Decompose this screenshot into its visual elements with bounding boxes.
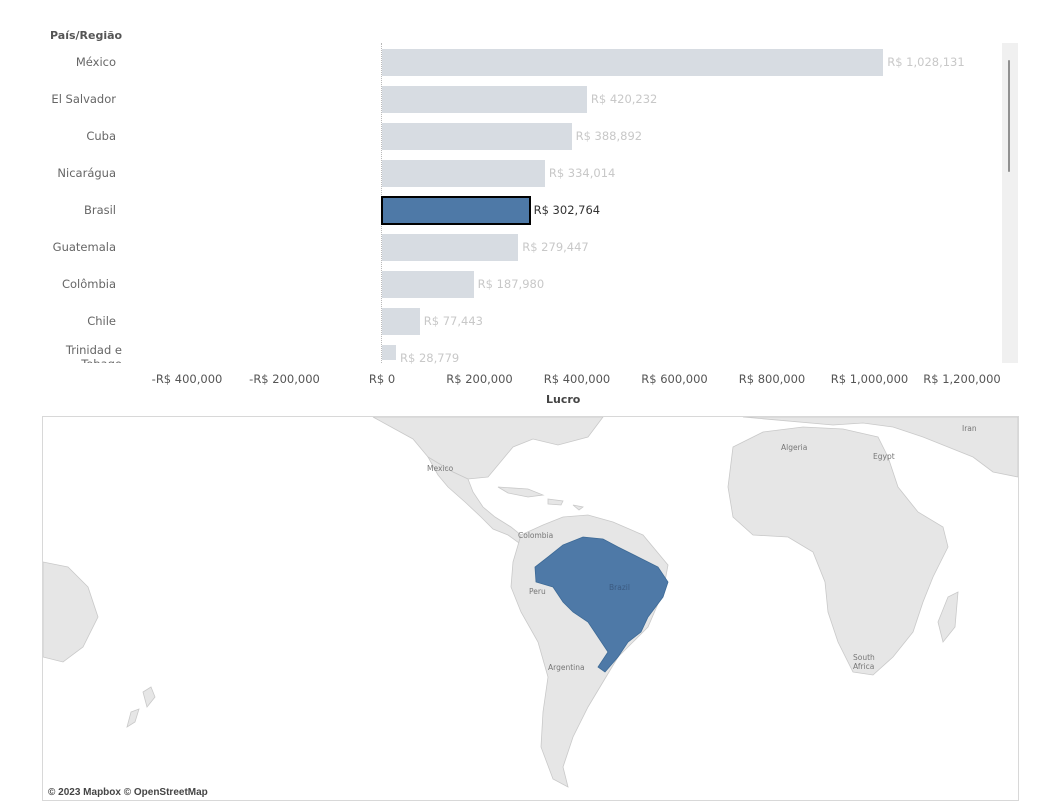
- bar-value-label: R$ 302,764: [533, 203, 601, 217]
- scrollbar-thumb[interactable]: [1008, 60, 1010, 172]
- bar-el-salvador[interactable]: [382, 86, 587, 113]
- clipped-label-cell: Trinidad e Tobago: [40, 343, 122, 363]
- north-america-land: [372, 417, 604, 480]
- bar-nicarágua[interactable]: [382, 160, 545, 187]
- bar-cuba[interactable]: [382, 123, 572, 150]
- map-label-iran: Iran: [962, 424, 977, 433]
- bar-label: El Salvador: [51, 92, 116, 106]
- map-label-egypt: Egypt: [873, 452, 895, 461]
- new-zealand-land: [126, 686, 156, 728]
- europe-middle-east-land: [742, 417, 1018, 478]
- x-tick-label: R$ 0: [368, 372, 396, 386]
- bar-label: Cuba: [86, 129, 116, 143]
- map-label-argentina: Argentina: [548, 663, 585, 672]
- x-tick-label: R$ 200,000: [446, 372, 513, 386]
- map-label-colombia: Colombia: [518, 531, 554, 540]
- x-tick-label: R$ 600,000: [641, 372, 708, 386]
- oceania-land: [43, 561, 99, 663]
- map-label-south-africa: South Africa: [853, 653, 875, 671]
- bar-value-label: R$ 28,779: [400, 351, 460, 365]
- bar-brasil[interactable]: [381, 196, 531, 225]
- bar-méxico[interactable]: [382, 49, 884, 76]
- bar-label: Guatemala: [52, 240, 116, 254]
- x-tick-label: -R$ 400,000: [151, 372, 223, 386]
- bar-value-label: R$ 187,980: [477, 277, 545, 291]
- row-header: País/Região: [50, 29, 123, 42]
- brazil-highlight: [534, 536, 669, 673]
- map-attribution[interactable]: © 2023 Mapbox © OpenStreetMap: [48, 787, 208, 798]
- bar-label: Nicarágua: [57, 166, 116, 180]
- x-tick-label: R$ 1,000,000: [830, 372, 909, 386]
- bar-value-label: R$ 334,014: [548, 166, 616, 180]
- x-tick-label: R$ 1,200,000: [923, 372, 1001, 386]
- map-view[interactable]: Mexico Colombia Peru Brazil Argentina Al…: [42, 416, 1019, 801]
- map-label-mexico: Mexico: [427, 464, 454, 473]
- x-axis-title: Lucro: [546, 393, 581, 406]
- map-svg: [43, 417, 1018, 788]
- bar-value-label: R$ 388,892: [575, 129, 643, 143]
- vertical-scrollbar[interactable]: [1002, 43, 1018, 363]
- bar-chile[interactable]: [382, 308, 420, 335]
- x-tick-label: R$ 400,000: [543, 372, 611, 386]
- map-label-algeria: Algeria: [781, 443, 808, 452]
- map-label-peru: Peru: [529, 587, 546, 596]
- bar-colômbia[interactable]: [382, 271, 474, 298]
- bar-value-label: R$ 77,443: [423, 314, 483, 328]
- bar-label: México: [75, 55, 116, 69]
- bar-value-label: R$ 279,447: [522, 240, 589, 254]
- bar-guatemala[interactable]: [382, 234, 519, 261]
- bar-label: Chile: [87, 314, 116, 328]
- caribbean-islands: [497, 486, 584, 511]
- bar-value-label: R$ 420,232: [590, 92, 658, 106]
- bar-label: Trinidad e Tobago: [65, 343, 122, 363]
- madagascar-land: [937, 591, 959, 643]
- africa-land: [727, 426, 949, 676]
- zero-axis-line: [381, 43, 382, 363]
- bar-value-label: R$ 1,028,131: [887, 55, 965, 69]
- x-tick-label: R$ 800,000: [738, 372, 806, 386]
- bar-label: Colômbia: [61, 277, 116, 291]
- x-tick-label: -R$ 200,000: [249, 372, 320, 386]
- map-label-brazil: Brazil: [609, 583, 630, 592]
- bar-trinidad-e-tobago[interactable]: [382, 345, 397, 360]
- bar-label: Brasil: [83, 203, 116, 217]
